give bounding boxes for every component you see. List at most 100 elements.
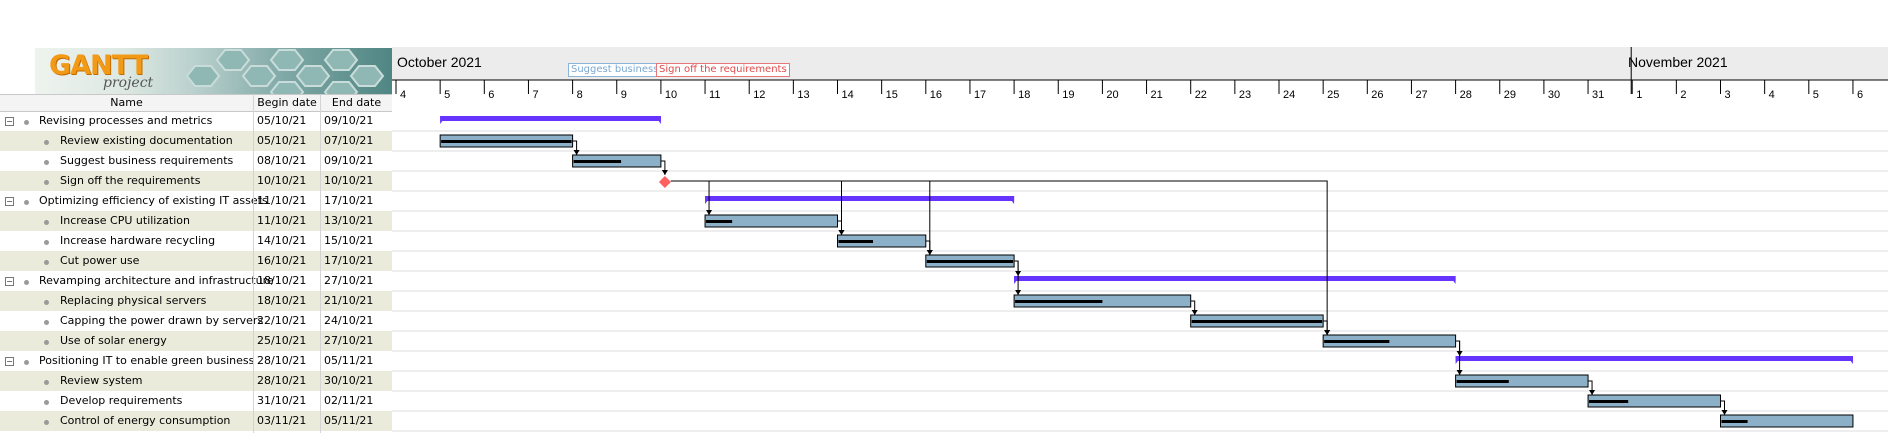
task-begin-date[interactable]: 11/10/21 [257,194,307,207]
task-name[interactable]: Cut power use [60,254,140,267]
task-name[interactable]: Revising processes and metrics [39,114,213,127]
table-row[interactable]: Review system 28/10/21 30/10/21 [0,371,392,391]
task-name[interactable]: Positioning IT to enable green business [39,354,255,367]
scale-day-label: 20 [1106,89,1118,101]
logo-title: GANTT [49,50,148,81]
task-name[interactable]: Sign off the requirements [60,174,201,187]
task-begin-date[interactable]: 18/10/21 [257,294,307,307]
task-begin-date[interactable]: 28/10/21 [257,354,307,367]
task-begin-date[interactable]: 11/10/21 [257,214,307,227]
task-end-date[interactable]: 15/10/21 [324,234,374,247]
task-name[interactable]: Replacing physical servers [60,294,207,307]
task-name[interactable]: Capping the power drawn by servers [60,314,264,327]
scale-day-label: 4 [400,89,406,101]
task-end-date[interactable]: 10/10/21 [324,174,374,187]
scale-day-label: 25 [1327,89,1339,101]
task-begin-date[interactable]: 05/10/21 [257,114,307,127]
table-row[interactable]: − Revamping architecture and infrastructu… [0,271,392,291]
task-end-date[interactable]: 27/10/21 [324,274,374,287]
task-name[interactable]: Suggest business requirements [60,154,234,167]
summary-bar [705,196,1015,201]
table-row[interactable]: Increase CPU utilization 11/10/21 13/10/21 [0,211,392,231]
scale-day-label: 10 [665,89,677,101]
scale-day-label: 6 [1857,89,1863,101]
task-end-date[interactable]: 17/10/21 [324,254,374,267]
task-name[interactable]: Develop requirements [60,394,183,407]
summary-bar-end-cap [654,116,661,124]
task-end-date[interactable]: 05/11/21 [324,354,374,367]
timeline-flag-suggest[interactable]: Suggest business requirements [568,63,658,77]
task-end-date[interactable]: 24/10/21 [324,314,374,327]
task-bullet-icon [44,160,49,165]
collapse-toggle-icon[interactable]: − [5,357,14,366]
task-end-date[interactable]: 07/10/21 [324,134,374,147]
task-bullet-icon [44,220,49,225]
task-end-date[interactable]: 09/10/21 [324,154,374,167]
task-name[interactable]: Revamping architecture and infrastructur… [39,274,274,287]
task-end-date[interactable]: 30/10/21 [324,374,374,387]
task-progress-bar [706,220,733,223]
task-end-date[interactable]: 21/10/21 [324,294,374,307]
task-begin-date[interactable]: 25/10/21 [257,334,307,347]
column-header-end-date[interactable]: End date [331,96,382,109]
task-begin-date[interactable]: 14/10/21 [257,234,307,247]
task-begin-date[interactable]: 16/10/21 [257,254,307,267]
task-progress-bar [441,140,572,143]
table-row[interactable]: Replacing physical servers 18/10/21 21/10/… [0,291,392,311]
task-progress-bar [573,160,622,163]
task-begin-date[interactable]: 28/10/21 [257,374,307,387]
task-name[interactable]: Review existing documentation [60,134,233,147]
task-name[interactable]: Control of energy consumption [60,414,231,427]
collapse-toggle-icon[interactable]: − [5,197,14,206]
table-row[interactable]: Cut power use 16/10/21 17/10/21 [0,251,392,271]
task-bullet-icon [44,420,49,425]
column-header-begin-date[interactable]: Begin date [257,96,317,109]
scale-day-label: 5 [444,89,450,101]
task-name[interactable]: Increase hardware recycling [60,234,216,247]
task-end-date[interactable]: 27/10/21 [324,334,374,347]
scale-day-label: 28 [1460,89,1472,101]
task-name[interactable]: Increase CPU utilization [60,214,190,227]
table-row[interactable]: − Positioning IT to enable green business… [0,351,392,371]
dependency-arrowhead [838,230,845,235]
collapse-toggle-icon[interactable]: − [5,117,14,126]
task-begin-date[interactable]: 22/10/21 [257,314,307,327]
table-row[interactable]: Review existing documentation 05/10/21 07/… [0,131,392,151]
collapse-toggle-icon[interactable]: − [5,277,14,286]
dependency-arrowhead [1589,390,1596,395]
summary-bar [1455,356,1853,361]
task-begin-date[interactable]: 03/11/21 [257,414,307,427]
task-begin-date[interactable]: 31/10/21 [257,394,307,407]
table-row[interactable]: Sign off the requirements 10/10/21 10/10/2… [0,171,392,191]
scale-day-label: 15 [886,89,898,101]
dependency-arrowhead [1324,330,1331,335]
ganttproject-logo: GANTT project [35,48,392,94]
table-row[interactable]: Control of energy consumption 03/11/21 05/… [0,411,392,431]
table-row[interactable]: Capping the power drawn by servers 22/10/… [0,311,392,331]
task-name[interactable]: Review system [60,374,143,387]
task-bullet-icon [24,200,29,205]
table-row[interactable]: Increase hardware recycling 14/10/21 15/10… [0,231,392,251]
table-row[interactable]: − Optimizing efficiency of existing IT as… [0,191,392,211]
scale-day-label: 29 [1504,89,1516,101]
task-end-date[interactable]: 13/10/21 [324,214,374,227]
table-row[interactable]: − Revising processes and metrics 05/10/21 0… [0,111,392,131]
table-header: Name Begin date End date [0,94,392,112]
task-end-date[interactable]: 05/11/21 [324,414,374,427]
task-begin-date[interactable]: 08/10/21 [257,154,307,167]
logo-hex-pattern [185,49,385,94]
timeline-flag-signoff[interactable]: Sign off the requirements [656,63,790,77]
column-header-name[interactable]: Name [110,96,143,109]
table-row[interactable]: Use of solar energy 25/10/21 27/10/21 [0,331,392,351]
task-name[interactable]: Optimizing efficiency of existing IT ass… [39,194,268,207]
task-begin-date[interactable]: 10/10/21 [257,174,307,187]
task-end-date[interactable]: 02/11/21 [324,394,374,407]
task-begin-date[interactable]: 05/10/21 [257,134,307,147]
task-end-date[interactable]: 17/10/21 [324,194,374,207]
task-name[interactable]: Use of solar energy [60,334,167,347]
table-row[interactable]: Develop requirements 31/10/21 02/11/21 [0,391,392,411]
task-begin-date[interactable]: 18/10/21 [257,274,307,287]
table-row[interactable]: Suggest business requirements 08/10/21 09/… [0,151,392,171]
scale-day-label: 5 [1813,89,1819,101]
task-end-date[interactable]: 09/10/21 [324,114,374,127]
